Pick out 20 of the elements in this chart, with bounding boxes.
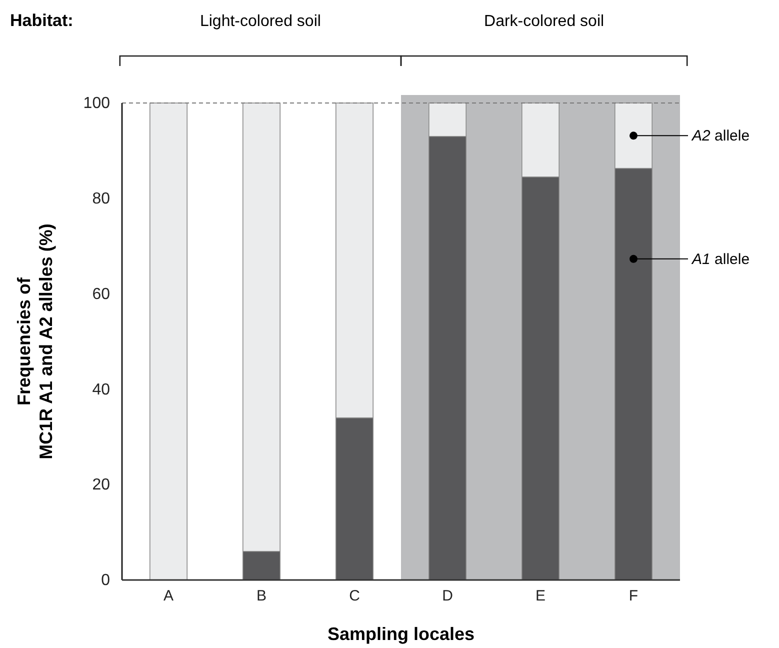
text: A2 allele — [691, 128, 750, 145]
text: Light-colored soil — [200, 13, 321, 30]
x-tick-label: E — [535, 588, 546, 605]
y-tick-label: 40 — [92, 381, 110, 398]
y-tick-label: 0 — [101, 572, 110, 590]
x-tick-label: F — [628, 588, 638, 605]
bar — [150, 102, 188, 580]
y-tick-label: 20 — [92, 476, 110, 494]
y-tick-label: 80 — [92, 190, 110, 208]
x-tick-label: D — [442, 588, 454, 605]
x-tick-label: C — [349, 588, 360, 605]
text: A1 allele — [691, 250, 750, 268]
x-axis-title: Sampling locales — [327, 624, 475, 644]
x-tick-label: B — [256, 588, 267, 605]
x-tick-label: A — [163, 588, 174, 605]
text: Habitat: — [10, 11, 74, 30]
y-axis-title: Frequencies of MC1R A1 and A2 alleles (%) — [14, 224, 56, 460]
y-tick-label: 60 — [92, 286, 110, 303]
y-tick-label: 100 — [83, 95, 110, 112]
text: Dark-colored soil — [484, 13, 604, 30]
